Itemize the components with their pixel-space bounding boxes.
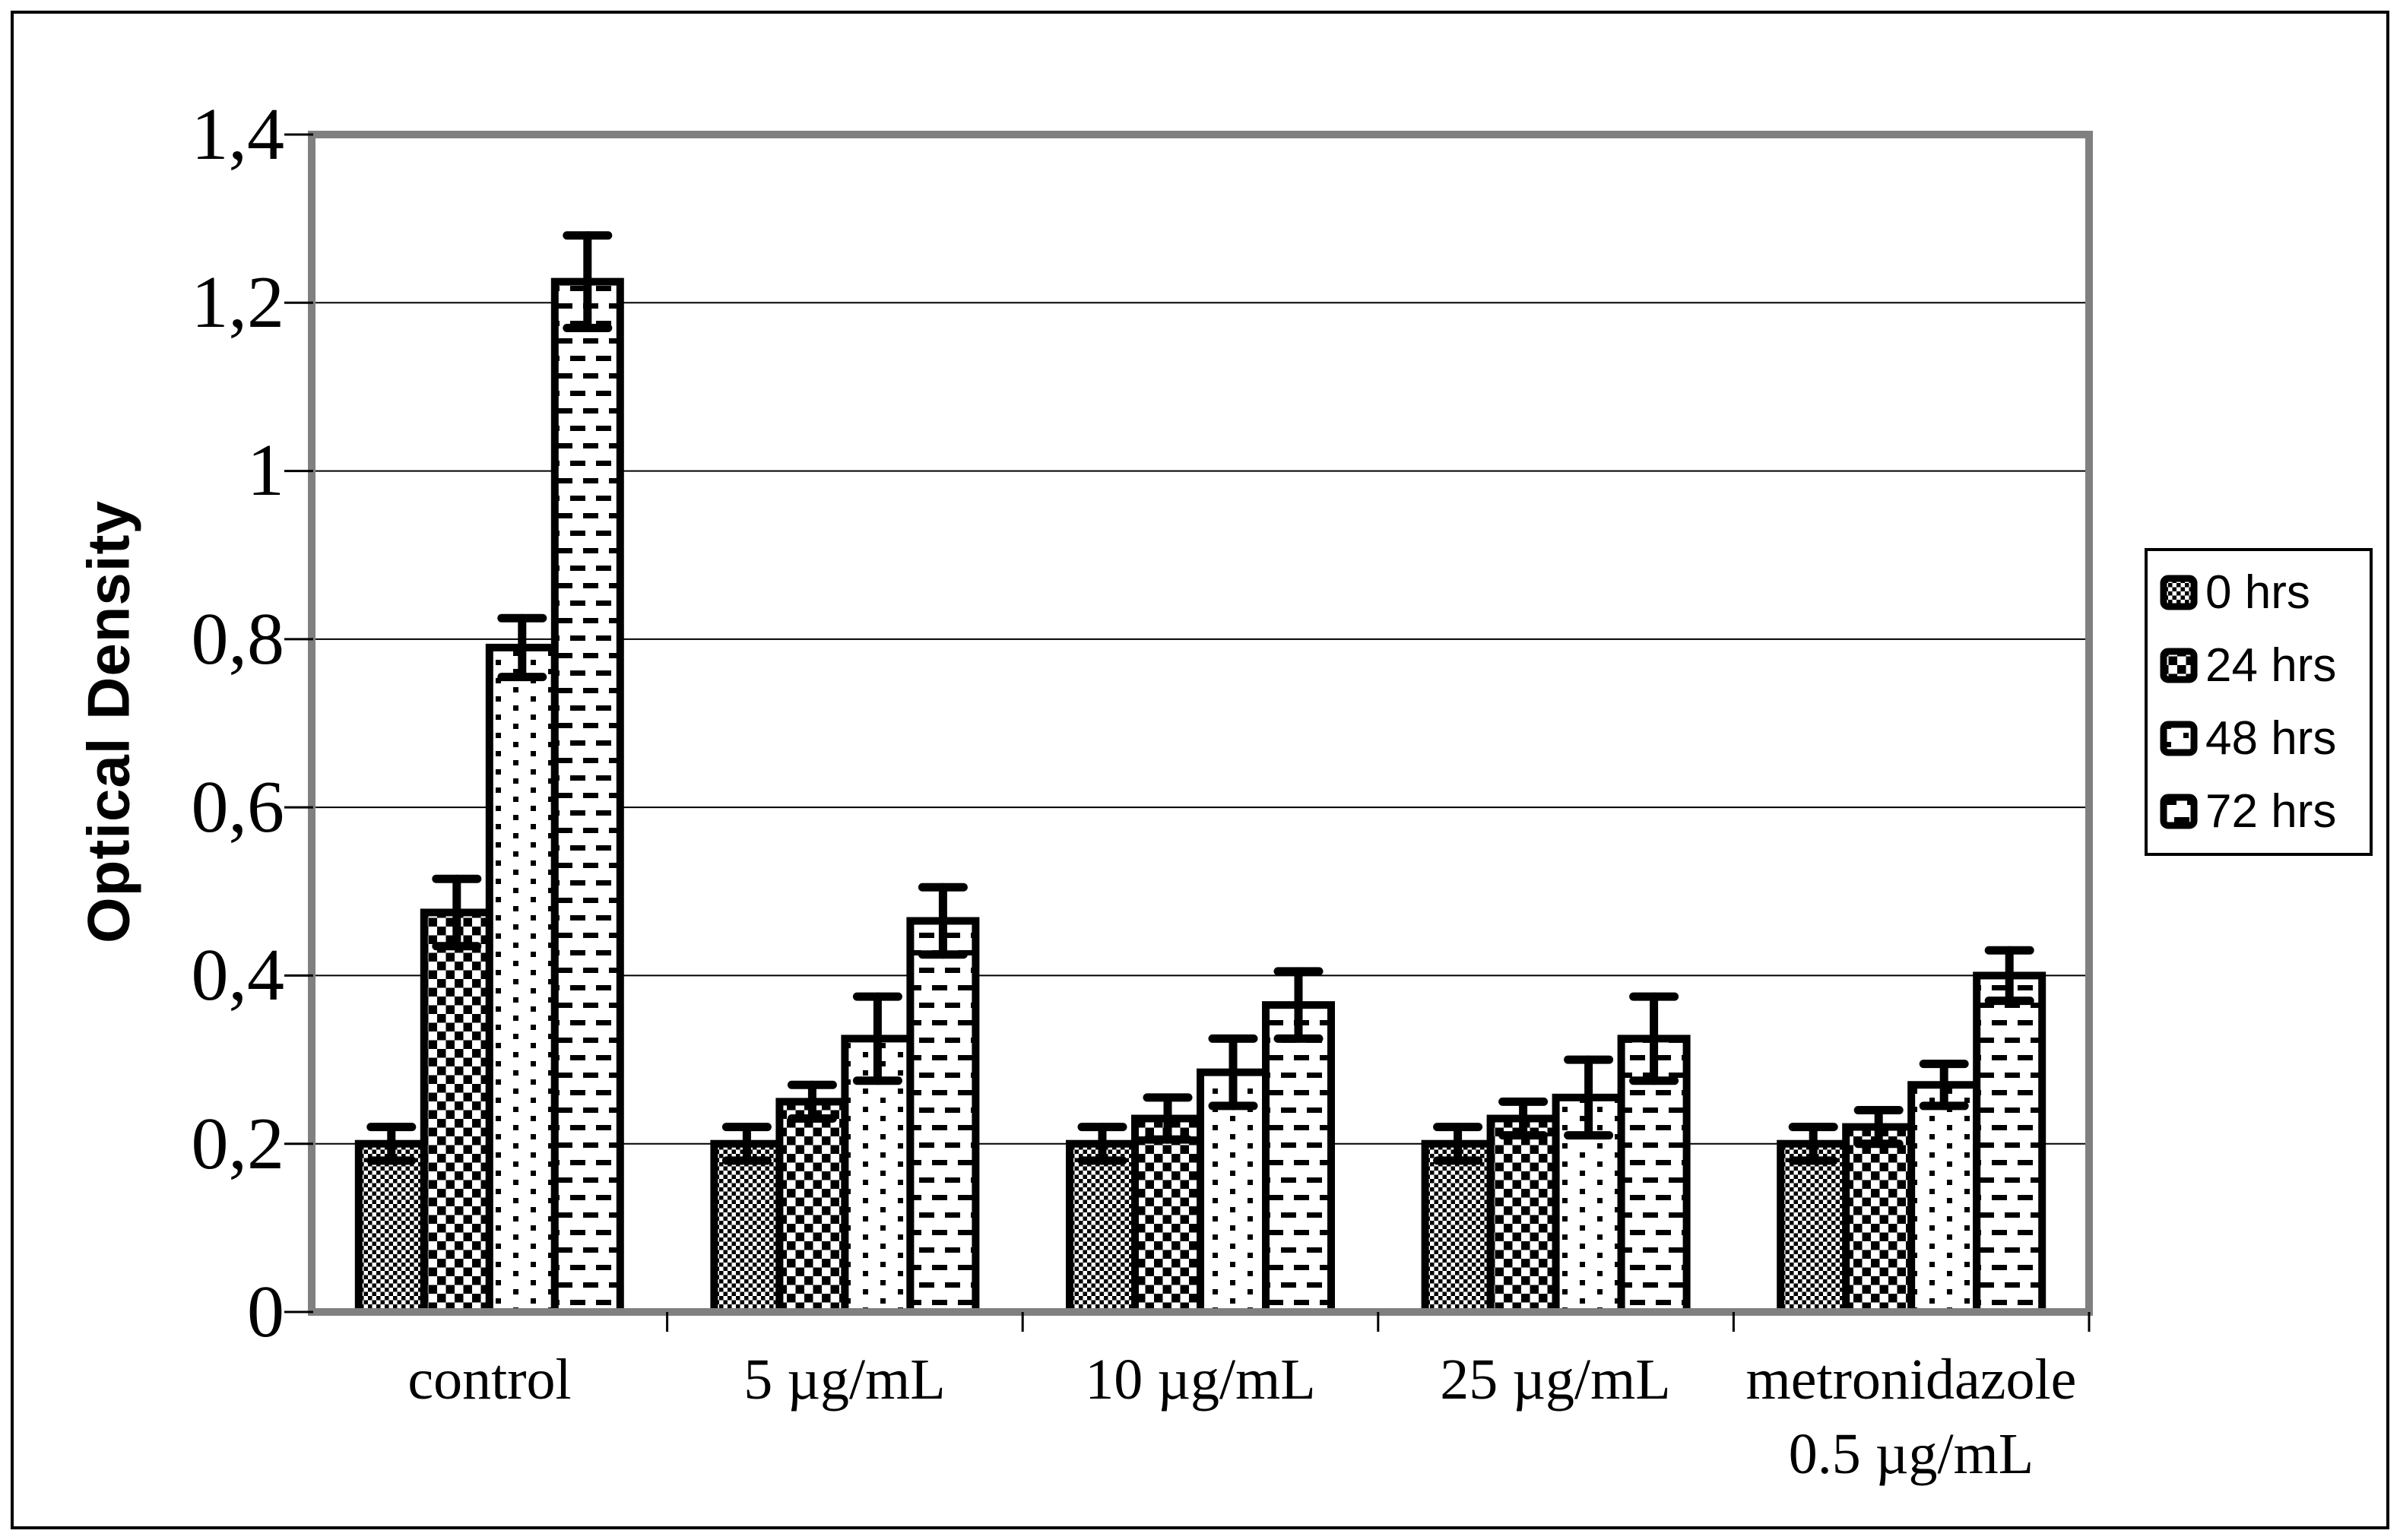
y-tick-label-0: 0 [247, 1271, 284, 1353]
y-axis-title: Optical Density [75, 500, 142, 944]
x-label-25ug: 25 µg/mL [1244, 1342, 1867, 1417]
x-label-line: 0.5 µg/mL [1788, 1422, 2034, 1486]
brick-dash-swatch-icon [2160, 794, 2198, 829]
x-label-line: metronidazole [1745, 1348, 2077, 1412]
sparse-dot-swatch-icon [2160, 721, 2198, 756]
bar-72hrs-5-µg/mL [906, 917, 980, 1316]
legend-item-48hrs: 48 hrs [2160, 702, 2370, 775]
bar-24hrs-25-µg/mL [1486, 1114, 1560, 1317]
legend-item-24hrs: 24 hrs [2160, 629, 2370, 702]
bar-0hrs-metronidazole-0.5-µg/mL [1777, 1139, 1850, 1316]
y-tick-label-0_4: 0,4 [191, 934, 285, 1016]
y-tick-label-0_2: 0,2 [191, 1103, 285, 1185]
y-tick-label-1_4: 1,4 [191, 93, 285, 176]
y-tick-label-1: 1 [247, 429, 284, 512]
bar-48hrs-metronidazole-0.5-µg/mL [1907, 1081, 1981, 1316]
x-label-metronidazole: metronidazole 0.5 µg/mL [1599, 1342, 2223, 1491]
plot-border [308, 131, 2093, 1316]
bar-24hrs-5-µg/mL [775, 1098, 849, 1316]
legend-box: 0 hrs 24 hrs 48 hrs 72 hrs [2145, 548, 2373, 856]
bar-24hrs-control [420, 908, 493, 1316]
bar-0hrs-control [354, 1139, 428, 1316]
x-label-control: control [178, 1342, 801, 1417]
bar-48hrs-control [485, 643, 559, 1316]
bar-0hrs-10-µg/mL [1066, 1139, 1139, 1316]
bar-0hrs-25-µg/mL [1421, 1139, 1495, 1316]
bar-0hrs-5-µg/mL [710, 1139, 784, 1316]
x-label-line: 10 µg/mL [1085, 1348, 1316, 1412]
legend-label: 48 hrs [2205, 712, 2337, 765]
legend-item-72hrs: 72 hrs [2160, 775, 2370, 848]
legend-label: 0 hrs [2205, 566, 2310, 619]
bar-24hrs-10-µg/mL [1131, 1114, 1204, 1317]
bar-72hrs-control [550, 277, 624, 1316]
legend-item-0hrs: 0 hrs [2160, 556, 2370, 629]
x-label-line: control [407, 1348, 572, 1412]
bar-24hrs-metronidazole-0.5-µg/mL [1842, 1123, 1916, 1316]
x-label-line: 5 µg/mL [743, 1348, 946, 1412]
bar-72hrs-10-µg/mL [1262, 1001, 1335, 1316]
bar-72hrs-metronidazole-0.5-µg/mL [1973, 971, 2046, 1317]
legend-label: 24 hrs [2205, 638, 2337, 692]
axes-layer [284, 131, 2093, 1332]
coarse-checker-swatch-icon [2160, 648, 2198, 683]
bars-layer [354, 231, 2046, 1317]
x-label-line: 25 µg/mL [1440, 1348, 1671, 1412]
fine-checker-swatch-icon [2160, 575, 2198, 610]
legend-label: 72 hrs [2205, 785, 2337, 838]
x-label-5ug: 5 µg/mL [533, 1342, 1156, 1417]
x-label-10ug: 10 µg/mL [889, 1342, 1512, 1417]
y-tick-label-1_2: 1,2 [191, 261, 285, 344]
y-tick-label-0_6: 0,6 [191, 766, 285, 848]
y-tick-label-0_8: 0,8 [191, 598, 285, 680]
